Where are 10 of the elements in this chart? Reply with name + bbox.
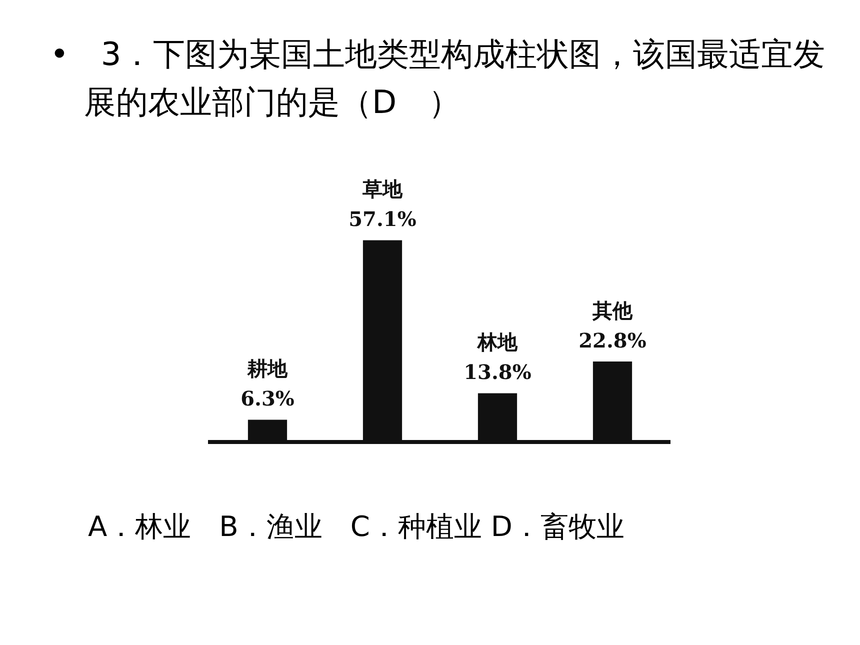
x-tick-label: 其他 xyxy=(592,298,634,322)
data-label: 57.1% xyxy=(348,207,416,232)
data-label: 13.8% xyxy=(464,360,532,384)
chart-title: • 3．下图为某国土地类型构成柱状图，该国最适宜发展的农业部门的是（D ） xyxy=(50,35,826,121)
x-tick-label: 耕地 xyxy=(246,356,288,381)
x-tick-label: 草地 xyxy=(362,177,404,202)
text: A．林业 B．渔业 C．种植业 D．畜牧业 xyxy=(88,509,624,545)
data-label: 22.8% xyxy=(578,328,646,352)
data-label: 6.3% xyxy=(240,386,294,411)
x-tick-label: 林地 xyxy=(476,330,518,354)
